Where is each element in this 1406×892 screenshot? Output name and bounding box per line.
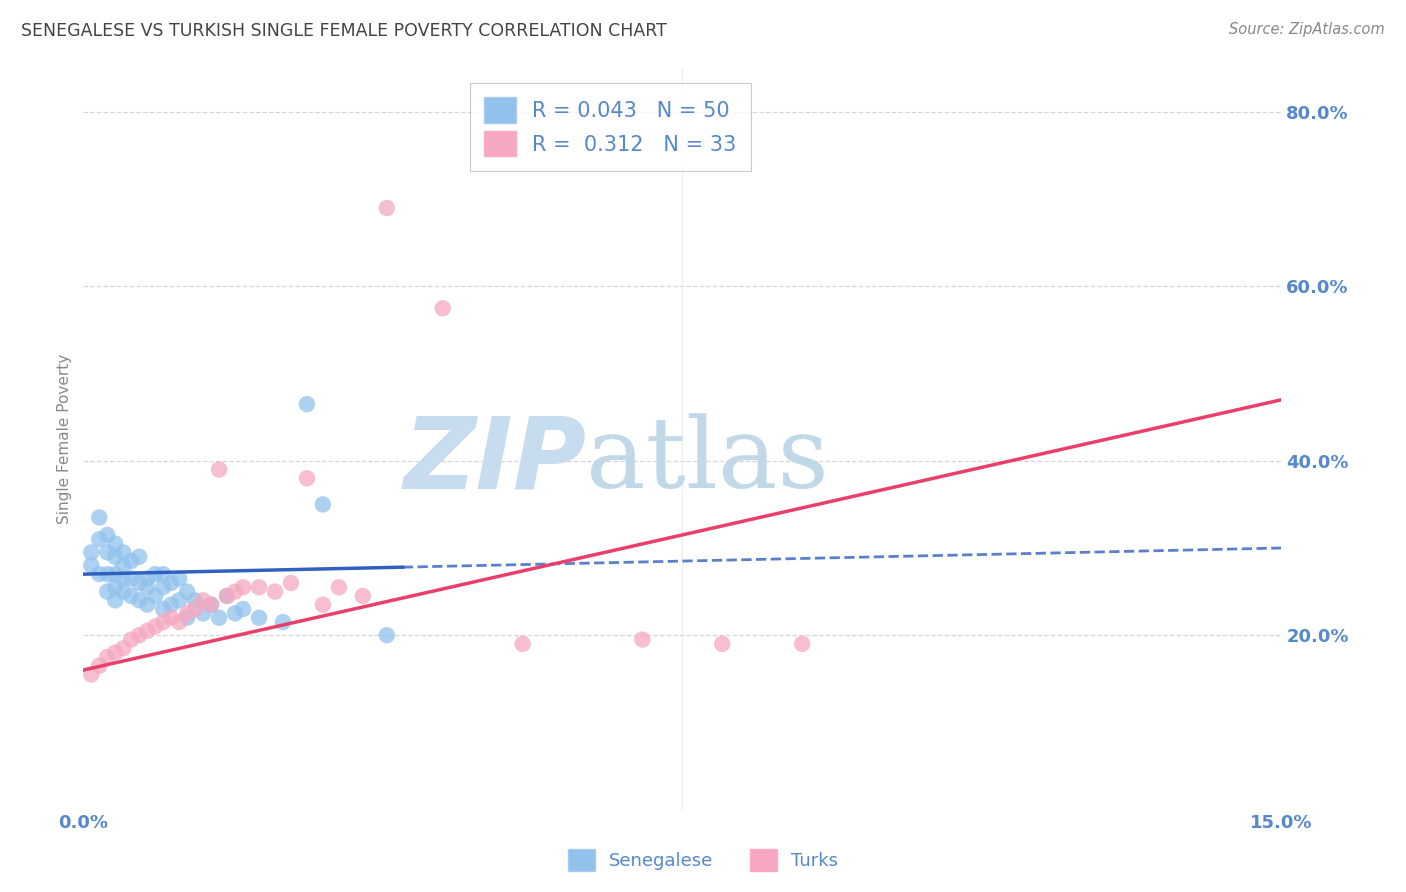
- Point: [112, 641, 135, 656]
- Point: [200, 598, 222, 612]
- Point: [128, 575, 150, 590]
- Y-axis label: Single Female Poverty: Single Female Poverty: [58, 354, 72, 524]
- Point: [191, 593, 214, 607]
- Point: [790, 637, 813, 651]
- Point: [160, 575, 183, 590]
- Point: [152, 615, 174, 629]
- Point: [89, 510, 111, 524]
- Point: [96, 584, 118, 599]
- Point: [247, 611, 270, 625]
- Point: [232, 602, 254, 616]
- Point: [80, 558, 103, 573]
- Legend: R = 0.043   N = 50, R =  0.312   N = 33: R = 0.043 N = 50, R = 0.312 N = 33: [470, 83, 751, 171]
- Point: [152, 602, 174, 616]
- Point: [152, 567, 174, 582]
- Point: [167, 615, 190, 629]
- Point: [224, 584, 246, 599]
- Point: [184, 593, 207, 607]
- Point: [208, 611, 231, 625]
- Point: [160, 611, 183, 625]
- Point: [224, 607, 246, 621]
- Point: [312, 497, 335, 511]
- Point: [184, 602, 207, 616]
- Point: [120, 589, 142, 603]
- Point: [112, 572, 135, 586]
- Text: atlas: atlas: [586, 413, 830, 509]
- Point: [215, 589, 238, 603]
- Point: [375, 628, 398, 642]
- Point: [512, 637, 534, 651]
- Point: [191, 607, 214, 621]
- Point: [328, 580, 350, 594]
- Point: [136, 624, 159, 638]
- Point: [128, 593, 150, 607]
- Text: SENEGALESE VS TURKISH SINGLE FEMALE POVERTY CORRELATION CHART: SENEGALESE VS TURKISH SINGLE FEMALE POVE…: [21, 22, 666, 40]
- Point: [160, 598, 183, 612]
- Text: Source: ZipAtlas.com: Source: ZipAtlas.com: [1229, 22, 1385, 37]
- Point: [96, 545, 118, 559]
- Point: [432, 301, 454, 316]
- Point: [104, 593, 127, 607]
- Point: [264, 584, 287, 599]
- Point: [89, 658, 111, 673]
- Point: [104, 646, 127, 660]
- Point: [104, 549, 127, 564]
- Point: [208, 462, 231, 476]
- Point: [80, 667, 103, 681]
- Point: [167, 572, 190, 586]
- Point: [96, 528, 118, 542]
- Point: [136, 598, 159, 612]
- Point: [352, 589, 374, 603]
- Point: [89, 567, 111, 582]
- Point: [96, 567, 118, 582]
- Point: [176, 611, 198, 625]
- Point: [295, 397, 318, 411]
- Point: [120, 554, 142, 568]
- Point: [112, 584, 135, 599]
- Point: [152, 580, 174, 594]
- Point: [312, 598, 335, 612]
- Point: [143, 567, 166, 582]
- Text: ZIP: ZIP: [404, 413, 586, 509]
- Point: [375, 201, 398, 215]
- Point: [136, 572, 159, 586]
- Point: [176, 607, 198, 621]
- Point: [104, 536, 127, 550]
- Point: [295, 471, 318, 485]
- Point: [247, 580, 270, 594]
- Point: [120, 572, 142, 586]
- Point: [128, 628, 150, 642]
- Point: [215, 589, 238, 603]
- Point: [136, 580, 159, 594]
- Point: [271, 615, 294, 629]
- Point: [200, 598, 222, 612]
- Point: [280, 575, 302, 590]
- Point: [167, 593, 190, 607]
- Point: [631, 632, 654, 647]
- Point: [120, 632, 142, 647]
- Point: [112, 558, 135, 573]
- Point: [711, 637, 734, 651]
- Point: [143, 619, 166, 633]
- Point: [96, 650, 118, 665]
- Point: [112, 545, 135, 559]
- Point: [104, 567, 127, 582]
- Point: [143, 589, 166, 603]
- Point: [80, 545, 103, 559]
- Point: [128, 549, 150, 564]
- Legend: Senegalese, Turks: Senegalese, Turks: [561, 842, 845, 879]
- Point: [89, 533, 111, 547]
- Point: [104, 580, 127, 594]
- Point: [176, 584, 198, 599]
- Point: [232, 580, 254, 594]
